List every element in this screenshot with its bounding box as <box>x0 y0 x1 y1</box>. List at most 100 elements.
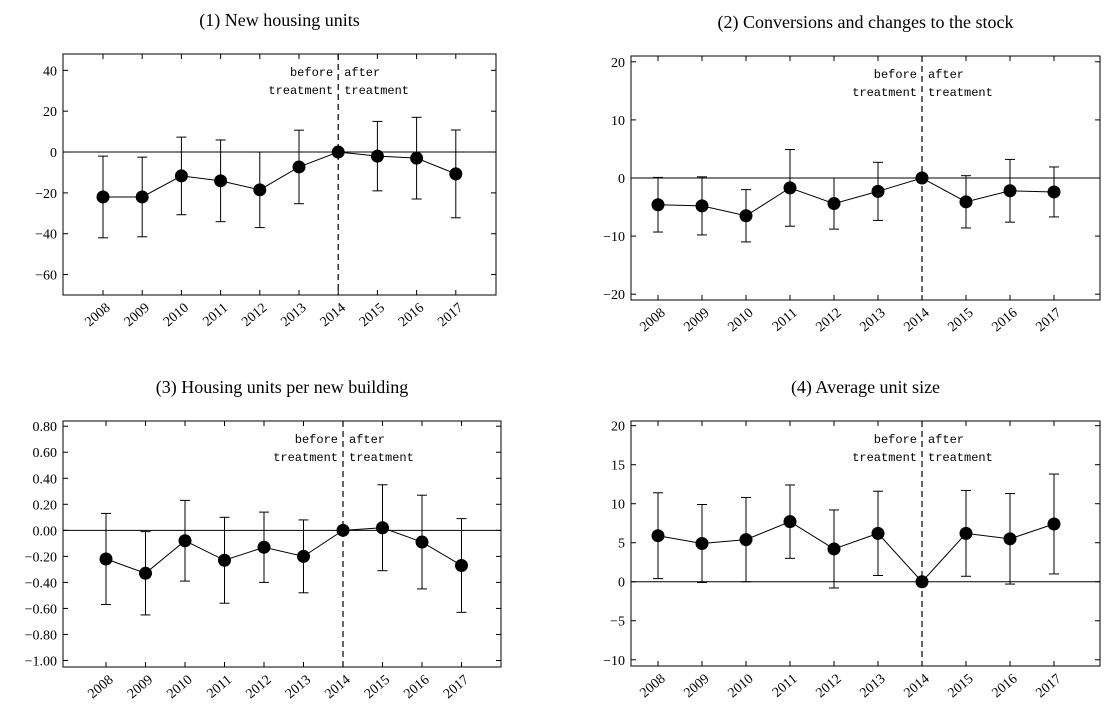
data-point <box>139 566 152 580</box>
annotation-before: treatment <box>852 451 917 465</box>
data-point <box>370 149 384 163</box>
data-point <box>449 167 463 181</box>
x-tick-label: 2008 <box>82 301 113 330</box>
x-tick-label: 2014 <box>901 672 932 701</box>
y-tick-label: −0.60 <box>25 602 57 617</box>
data-point <box>827 197 841 211</box>
data-point <box>783 515 797 529</box>
y-tick-label: −20 <box>35 187 57 202</box>
data-point <box>253 183 267 197</box>
x-tick-label: 2008 <box>637 672 668 701</box>
data-point <box>1047 517 1061 531</box>
annotation-before: before <box>295 433 338 447</box>
x-tick-label: 2009 <box>681 306 712 335</box>
x-tick-label: 2013 <box>857 306 888 335</box>
x-tick-label: 2015 <box>357 301 388 330</box>
annotation-before: before <box>874 68 917 82</box>
x-tick-label: 2017 <box>441 673 472 702</box>
y-tick-label: 20 <box>611 56 625 71</box>
data-line <box>105 527 462 574</box>
data-point <box>651 198 665 212</box>
x-tick-label: 2015 <box>945 306 976 335</box>
x-tick-label: 2012 <box>813 672 844 701</box>
y-tick-label: 0 <box>618 576 625 591</box>
y-tick-label: −5 <box>610 615 625 630</box>
data-point <box>915 171 929 185</box>
x-tick-label: 2008 <box>637 306 668 335</box>
y-tick-label: 15 <box>611 459 625 474</box>
data-line <box>657 521 1055 583</box>
data-point <box>99 552 113 566</box>
x-tick-label: 2010 <box>725 672 756 701</box>
x-tick-label: 2011 <box>770 306 801 335</box>
data-point <box>739 533 753 547</box>
x-tick-label: 2012 <box>243 673 274 702</box>
annotation-after: treatment <box>928 451 993 465</box>
data-point <box>871 526 885 540</box>
data-point <box>218 553 231 567</box>
y-tick-label: 0 <box>50 146 57 161</box>
x-tick-label: 2015 <box>362 673 393 702</box>
y-tick-label: 0.80 <box>33 420 58 435</box>
y-tick-label: 0.20 <box>33 498 58 513</box>
annotation-after: treatment <box>928 86 993 100</box>
x-tick-label: 2009 <box>122 301 153 330</box>
y-tick-label: 5 <box>618 537 625 552</box>
annotation-before: treatment <box>273 451 338 465</box>
data-point <box>651 529 665 543</box>
x-tick-label: 2017 <box>1033 672 1064 701</box>
data-point <box>331 145 345 159</box>
data-point <box>695 537 709 550</box>
x-tick-label: 2016 <box>989 672 1020 701</box>
annotation-before: before <box>290 66 333 80</box>
data-point <box>214 174 228 188</box>
y-tick-label: 0.60 <box>33 446 58 461</box>
y-tick-label: −0.20 <box>25 550 57 565</box>
annotation-after: after <box>928 68 964 82</box>
plot-frame <box>62 53 497 296</box>
y-tick-label: 20 <box>43 105 57 120</box>
data-point <box>1003 532 1017 546</box>
x-tick-label: 2011 <box>200 301 231 330</box>
x-tick-label: 2015 <box>945 672 976 701</box>
y-tick-label: 40 <box>43 64 57 79</box>
data-point <box>292 160 306 174</box>
x-tick-label: 2013 <box>278 301 309 330</box>
annotation-after: treatment <box>349 451 414 465</box>
y-tick-label: −40 <box>35 228 57 243</box>
data-point <box>415 535 429 549</box>
x-tick-label: 2014 <box>322 673 353 702</box>
x-tick-label: 2008 <box>85 673 116 702</box>
data-point <box>297 549 310 563</box>
x-tick-label: 2017 <box>1033 306 1064 335</box>
y-tick-label: 0.40 <box>33 472 58 487</box>
data-point <box>959 526 973 540</box>
annotation-before: treatment <box>852 86 917 100</box>
x-tick-label: 2010 <box>725 306 756 335</box>
annotation-after: treatment <box>344 84 409 98</box>
y-tick-label: 10 <box>611 498 625 513</box>
data-point <box>174 169 188 183</box>
data-line <box>103 151 456 198</box>
chart-title: (1) New housing units <box>199 10 360 31</box>
data-point <box>178 534 192 548</box>
y-tick-label: −10 <box>603 654 625 669</box>
data-point <box>257 540 271 554</box>
x-tick-label: 2014 <box>318 301 349 330</box>
data-point <box>135 190 149 204</box>
data-point <box>959 195 973 209</box>
y-tick-label: 20 <box>611 420 625 435</box>
y-tick-label: 10 <box>611 114 625 129</box>
data-point <box>455 558 468 572</box>
y-tick-label: 0.00 <box>33 524 58 539</box>
chart-title: (3) Housing units per new building <box>156 377 408 398</box>
annotation-before: treatment <box>268 84 333 98</box>
x-tick-label: 2011 <box>204 673 235 702</box>
y-tick-label: −60 <box>35 269 57 284</box>
data-point <box>410 151 424 165</box>
x-tick-label: 2016 <box>401 673 432 702</box>
data-point <box>376 521 389 535</box>
data-point <box>739 209 753 223</box>
x-tick-label: 2010 <box>161 301 192 330</box>
y-tick-label: 0 <box>618 172 625 187</box>
